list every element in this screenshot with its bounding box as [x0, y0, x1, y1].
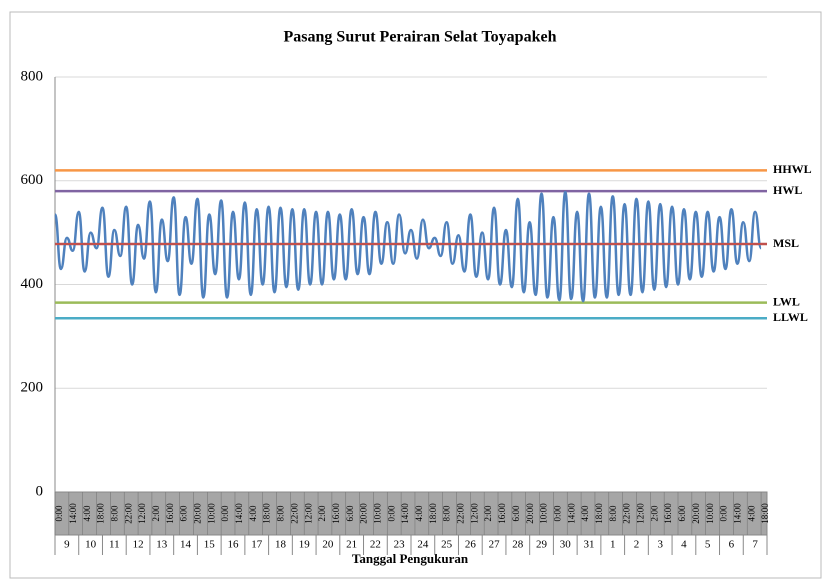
x-tick-label: 14:00: [732, 503, 742, 524]
day-label: 29: [536, 539, 548, 551]
x-tick-label: 12:00: [636, 503, 646, 524]
x-tick-label: 14:00: [68, 503, 78, 524]
x-tick-label: 22:00: [289, 503, 299, 524]
day-label: 7: [752, 539, 758, 551]
reference-label: HWL: [773, 183, 802, 197]
day-label: 13: [156, 539, 168, 551]
x-tick-label: 8:00: [442, 505, 452, 522]
x-tick-label: 20:00: [525, 503, 535, 524]
x-tick-label: 16:00: [497, 503, 507, 524]
day-label: 14: [180, 539, 192, 551]
chart-title: Pasang Surut Perairan Selat Toyapakeh: [284, 29, 557, 46]
y-tick-label: 200: [21, 380, 44, 396]
day-label: 30: [560, 539, 572, 551]
y-tick-label: 0: [36, 483, 44, 499]
day-label: 27: [489, 539, 501, 551]
x-tick-label: 6:00: [179, 505, 189, 522]
x-tick-label: 14:00: [566, 503, 576, 524]
day-label: 12: [133, 539, 144, 551]
day-label: 4: [681, 539, 687, 551]
reference-label: MSL: [773, 236, 799, 250]
x-tick-label: 20:00: [359, 503, 369, 524]
day-label: 31: [584, 539, 595, 551]
x-tick-label: 14:00: [400, 503, 410, 524]
day-label: 2: [634, 539, 640, 551]
chart-frame: [9, 11, 822, 579]
x-tick-label: 18:00: [594, 503, 604, 524]
x-tick-label: 12:00: [137, 503, 147, 524]
x-tick-label: 6:00: [677, 505, 687, 522]
x-tick-label: 18:00: [760, 503, 770, 524]
x-tick-label: 2:00: [649, 505, 659, 522]
x-tick-label: 8:00: [608, 505, 618, 522]
x-tick-label: 10:00: [705, 503, 715, 524]
x-tick-label: 2:00: [483, 505, 493, 522]
x-tick-label: 0:00: [54, 505, 64, 522]
day-label: 9: [64, 539, 70, 551]
y-tick-label: 400: [21, 276, 44, 292]
x-tick-label: 18:00: [262, 503, 272, 524]
x-tick-label: 22:00: [622, 503, 632, 524]
x-tick-label: 10:00: [206, 503, 216, 524]
x-tick-label: 0:00: [386, 505, 396, 522]
x-tick-label: 4:00: [248, 505, 258, 522]
day-label: 26: [465, 539, 477, 551]
reference-label: LLWL: [773, 310, 808, 324]
day-label: 15: [204, 539, 216, 551]
day-label: 16: [228, 539, 240, 551]
x-tick-label: 10:00: [539, 503, 549, 524]
x-tick-label: 6:00: [511, 505, 521, 522]
x-tick-label: 10:00: [372, 503, 382, 524]
day-label: 17: [251, 539, 263, 551]
x-axis-title: Tanggal Pengukuran: [352, 551, 469, 566]
x-tick-label: 20:00: [193, 503, 203, 524]
x-tick-label: 4:00: [580, 505, 590, 522]
time-band: [54, 491, 768, 536]
x-tick-label: 16:00: [331, 503, 341, 524]
x-tick-label: 22:00: [123, 503, 133, 524]
x-tick-label: 12:00: [469, 503, 479, 524]
x-tick-label: 0:00: [220, 505, 230, 522]
y-tick-label: 800: [21, 68, 44, 84]
y-tick-label: 600: [21, 172, 44, 188]
x-tick-label: 16:00: [165, 503, 175, 524]
x-tick-label: 12:00: [303, 503, 313, 524]
day-label: 22: [370, 539, 381, 551]
x-tick-label: 16:00: [663, 503, 673, 524]
day-label: 19: [299, 539, 311, 551]
day-label: 1: [610, 539, 616, 551]
day-label: 6: [729, 539, 735, 551]
day-label: 24: [417, 539, 429, 551]
reference-label: LWL: [773, 294, 800, 308]
x-tick-label: 0:00: [719, 505, 729, 522]
day-label: 21: [346, 539, 357, 551]
day-label: 23: [394, 539, 406, 551]
day-label: 11: [109, 539, 120, 551]
day-label: 28: [512, 539, 524, 551]
x-tick-label: 18:00: [96, 503, 106, 524]
x-tick-label: 2:00: [151, 505, 161, 522]
day-label: 18: [275, 539, 287, 551]
day-label: 5: [705, 539, 711, 551]
x-tick-label: 4:00: [82, 505, 92, 522]
day-label: 20: [322, 539, 334, 551]
day-label: 10: [85, 539, 97, 551]
x-tick-label: 4:00: [414, 505, 424, 522]
day-label: 3: [657, 539, 663, 551]
x-tick-label: 4:00: [746, 505, 756, 522]
x-tick-label: 2:00: [317, 505, 327, 522]
tide-line: [53, 190, 763, 303]
x-tick-label: 8:00: [109, 505, 119, 522]
x-tick-label: 20:00: [691, 503, 701, 524]
reference-label: HHWL: [773, 162, 812, 176]
x-tick-label: 14:00: [234, 503, 244, 524]
x-tick-label: 6:00: [345, 505, 355, 522]
x-tick-label: 18:00: [428, 503, 438, 524]
x-tick-label: 0:00: [552, 505, 562, 522]
day-label: 25: [441, 539, 453, 551]
x-tick-label: 8:00: [276, 505, 286, 522]
x-tick-label: 22:00: [456, 503, 466, 524]
